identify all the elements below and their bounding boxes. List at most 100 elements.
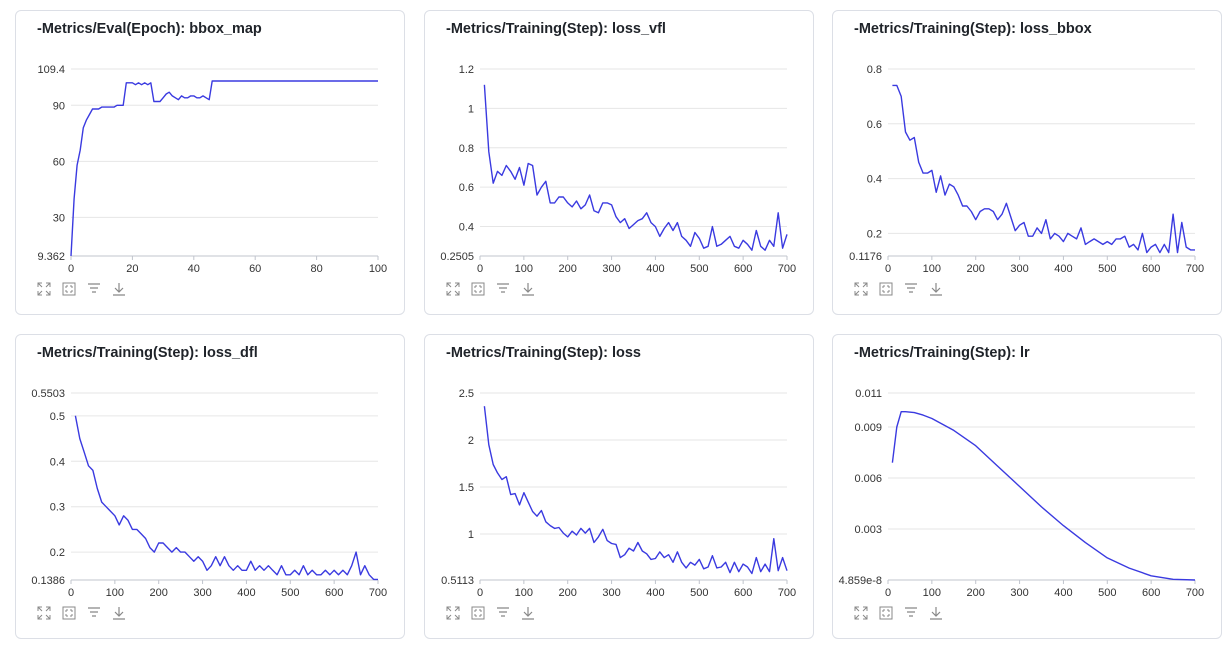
- chart-toolbar: [36, 605, 127, 621]
- y-tick-label: 9.362: [37, 251, 65, 263]
- fullscreen-icon[interactable]: [853, 281, 869, 297]
- y-tick-label: 0.4: [867, 174, 882, 186]
- fullscreen-icon[interactable]: [36, 281, 52, 297]
- chart-title: -Metrics/Eval(Epoch): bbox_map: [37, 21, 262, 37]
- y-tick-label: 0.003: [854, 524, 882, 536]
- filter-icon[interactable]: [495, 605, 511, 621]
- series-line-loss_dfl: [74, 415, 378, 581]
- y-tick-label: 1: [468, 103, 474, 115]
- series-line-lr: [891, 410, 1196, 581]
- x-tick-label: 500: [1098, 263, 1116, 275]
- x-tick-label: 200: [150, 587, 168, 599]
- fullscreen-icon[interactable]: [445, 281, 461, 297]
- x-tick-label: 100: [369, 263, 387, 275]
- download-icon[interactable]: [928, 281, 944, 297]
- y-tick-label: 0.8: [459, 143, 474, 155]
- x-tick-label: 0: [68, 587, 74, 599]
- x-tick-label: 600: [325, 587, 343, 599]
- series-line-bbox_map: [70, 80, 378, 257]
- x-tick-label: 600: [1142, 587, 1160, 599]
- x-tick-label: 400: [1054, 587, 1072, 599]
- download-icon[interactable]: [928, 605, 944, 621]
- y-tick-label: 0.2: [867, 228, 882, 240]
- y-tick-label: 0.006: [854, 473, 882, 485]
- y-tick-label: 1.2: [459, 64, 474, 76]
- filter-icon[interactable]: [86, 605, 102, 621]
- y-tick-label: 0.3: [50, 502, 65, 514]
- y-tick-label: 1.5: [459, 482, 474, 494]
- chart-title: -Metrics/Training(Step): loss_dfl: [37, 345, 258, 361]
- y-tick-label: 0.2: [50, 547, 65, 559]
- x-tick-label: 700: [778, 263, 796, 275]
- x-tick-label: 300: [1010, 263, 1028, 275]
- filter-icon[interactable]: [495, 281, 511, 297]
- x-tick-label: 700: [1186, 263, 1204, 275]
- download-icon[interactable]: [520, 605, 536, 621]
- x-tick-label: 300: [1010, 587, 1028, 599]
- x-tick-label: 100: [923, 263, 941, 275]
- fit-view-icon[interactable]: [470, 281, 486, 297]
- x-tick-label: 500: [690, 263, 708, 275]
- y-tick-label: 0.6: [867, 119, 882, 131]
- chart-card: -Metrics/Training(Step): loss_vfl 0.2505 0…: [424, 10, 814, 315]
- chart-card: -Metrics/Eval(Epoch): bbox_map 9.362 30 60 9…: [15, 10, 405, 315]
- chart-title: -Metrics/Training(Step): lr: [854, 345, 1030, 361]
- x-tick-label: 300: [602, 587, 620, 599]
- x-tick-label: 80: [310, 263, 322, 275]
- x-tick-label: 0: [885, 587, 891, 599]
- y-tick-label: 109.4: [37, 64, 65, 76]
- y-tick-label: 4.859e-8: [839, 575, 882, 587]
- fullscreen-icon[interactable]: [36, 605, 52, 621]
- download-icon[interactable]: [520, 281, 536, 297]
- y-tick-label: 0.2505: [440, 251, 474, 263]
- fit-view-icon[interactable]: [61, 605, 77, 621]
- line-chart: 0.5113 1 1.5 2 2.5 0 100 200 300 400 500 600 700: [441, 388, 796, 599]
- x-tick-label: 400: [646, 587, 664, 599]
- chart-toolbar: [445, 605, 536, 621]
- y-tick-label: 0.009: [854, 422, 882, 434]
- x-tick-label: 40: [188, 263, 200, 275]
- series-line-loss: [483, 406, 788, 575]
- line-chart: 0.1176 0.2 0.4 0.6 0.8 0 100 200 300 400 500 600 700: [849, 64, 1204, 275]
- x-tick-label: 0: [477, 587, 483, 599]
- download-icon[interactable]: [111, 605, 127, 621]
- fit-view-icon[interactable]: [470, 605, 486, 621]
- chart-title: -Metrics/Training(Step): loss_vfl: [446, 21, 666, 37]
- y-tick-label: 0.5113: [441, 575, 474, 587]
- filter-icon[interactable]: [903, 605, 919, 621]
- y-tick-label: 0.5: [50, 411, 65, 423]
- x-tick-label: 100: [515, 587, 533, 599]
- x-tick-label: 600: [1142, 263, 1160, 275]
- y-tick-label: 0.4: [459, 222, 474, 234]
- series-line-loss_vfl: [483, 84, 788, 251]
- line-chart: 4.859e-8 0.003 0.006 0.009 0.011 0 100 200 300 40…: [839, 388, 1205, 599]
- y-tick-label: 0.6: [459, 182, 474, 194]
- chart-card: -Metrics/Training(Step): loss_dfl 0.1386 0…: [15, 334, 405, 639]
- filter-icon[interactable]: [86, 281, 102, 297]
- download-icon[interactable]: [111, 281, 127, 297]
- chart-toolbar: [445, 281, 536, 297]
- x-tick-label: 0: [477, 263, 483, 275]
- fullscreen-icon[interactable]: [853, 605, 869, 621]
- chart-card: -Metrics/Training(Step): loss 0.5113 1 1.5 2…: [424, 334, 814, 639]
- fit-view-icon[interactable]: [61, 281, 77, 297]
- x-tick-label: 100: [515, 263, 533, 275]
- fit-view-icon[interactable]: [878, 281, 894, 297]
- line-chart: 0.2505 0.4 0.6 0.8 1 1.2 0 100 200 300 400 500 600 70…: [440, 64, 796, 275]
- line-chart: 0.1386 0.2 0.3 0.4 0.5 0.5503 0 100 200 300 400 500…: [31, 388, 387, 599]
- filter-icon[interactable]: [903, 281, 919, 297]
- fullscreen-icon[interactable]: [445, 605, 461, 621]
- x-tick-label: 60: [249, 263, 261, 275]
- x-tick-label: 100: [923, 587, 941, 599]
- chart-title: -Metrics/Training(Step): loss_bbox: [854, 21, 1092, 37]
- y-tick-label: 60: [53, 156, 65, 168]
- y-tick-label: 1: [468, 529, 474, 541]
- x-tick-label: 20: [126, 263, 138, 275]
- x-tick-label: 500: [281, 587, 299, 599]
- x-tick-label: 0: [885, 263, 891, 275]
- x-tick-label: 300: [193, 587, 211, 599]
- x-tick-label: 700: [1186, 587, 1204, 599]
- chart-toolbar: [853, 605, 944, 621]
- x-tick-label: 200: [559, 587, 577, 599]
- fit-view-icon[interactable]: [878, 605, 894, 621]
